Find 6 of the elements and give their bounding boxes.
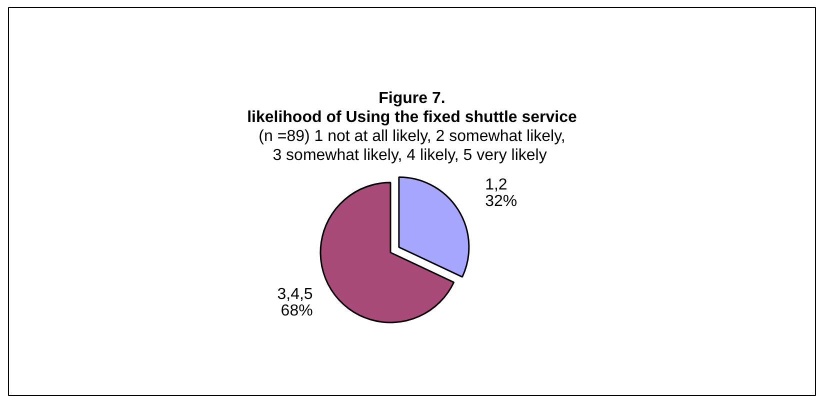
slice-label: 1,2 [485,176,508,194]
chart-subtitle: (n =89) 1 not at all likely, 2 somewhat likely, 3 somewhat likely, 4 likely, 5 very likely [258,128,566,164]
data-label: 32% [485,192,518,210]
slice-label: 3,4,5 [277,286,313,303]
data-label: 68% [280,302,313,320]
chart-title: Figure 7. likelihood of Using the fixed shuttle service [247,90,578,126]
